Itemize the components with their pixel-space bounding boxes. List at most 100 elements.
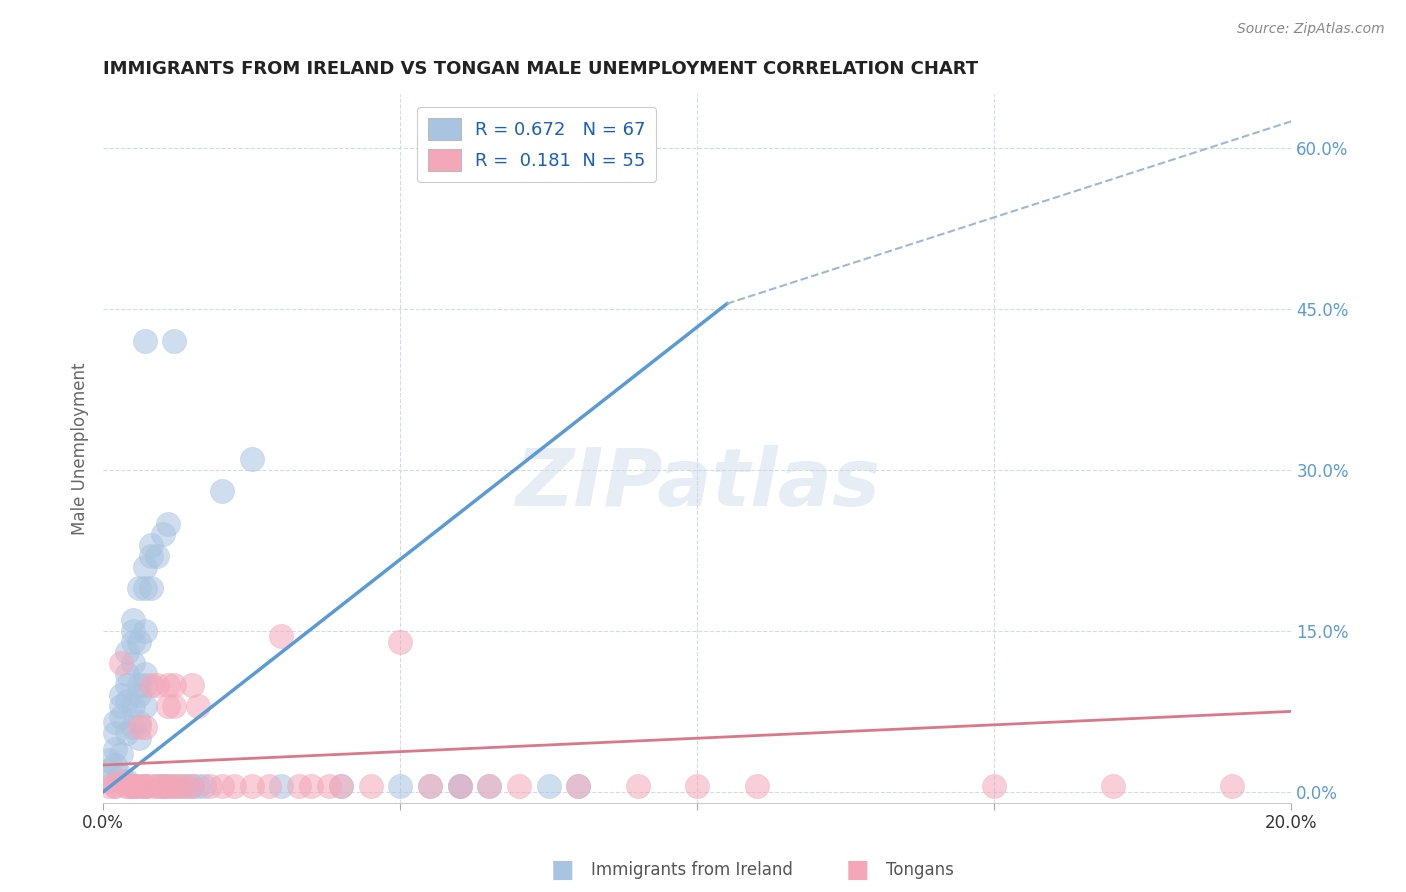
Point <box>134 721 156 735</box>
Point <box>134 666 156 681</box>
Point <box>1220 780 1243 794</box>
Point <box>318 780 340 794</box>
Point <box>478 780 501 794</box>
Text: ■: ■ <box>846 858 869 881</box>
Point <box>152 780 174 794</box>
Point <box>181 677 204 691</box>
Point <box>360 780 382 794</box>
Point <box>128 677 150 691</box>
Point <box>115 774 138 789</box>
Point <box>110 688 132 702</box>
Point <box>104 780 127 794</box>
Point <box>134 624 156 638</box>
Point <box>157 677 180 691</box>
Point <box>193 780 215 794</box>
Point <box>115 780 138 794</box>
Point <box>134 677 156 691</box>
Point <box>121 624 143 638</box>
Text: ZIPatlas: ZIPatlas <box>515 445 880 523</box>
Point <box>181 780 204 794</box>
Point <box>121 780 143 794</box>
Point <box>187 699 209 714</box>
Point <box>121 656 143 670</box>
Point <box>139 538 162 552</box>
Point <box>157 516 180 531</box>
Point <box>176 780 198 794</box>
Point <box>627 780 650 794</box>
Point <box>104 742 127 756</box>
Point <box>134 699 156 714</box>
Point <box>449 780 471 794</box>
Point <box>139 581 162 595</box>
Point <box>152 780 174 794</box>
Point <box>134 581 156 595</box>
Text: Immigrants from Ireland: Immigrants from Ireland <box>591 861 793 879</box>
Point <box>115 693 138 707</box>
Point <box>139 549 162 563</box>
Point <box>121 780 143 794</box>
Point <box>128 581 150 595</box>
Point <box>169 780 191 794</box>
Point <box>211 780 233 794</box>
Point <box>121 613 143 627</box>
Point <box>139 780 162 794</box>
Point <box>270 629 292 643</box>
Point <box>240 780 263 794</box>
Point <box>745 780 768 794</box>
Point <box>449 780 471 794</box>
Point <box>104 715 127 730</box>
Point <box>145 780 167 794</box>
Point <box>163 780 186 794</box>
Point <box>115 780 138 794</box>
Point <box>98 780 121 794</box>
Point <box>121 634 143 648</box>
Point <box>110 656 132 670</box>
Point <box>449 780 471 794</box>
Point <box>128 688 150 702</box>
Point <box>110 699 132 714</box>
Point <box>110 710 132 724</box>
Point <box>157 780 180 794</box>
Point <box>128 780 150 794</box>
Point <box>152 780 174 794</box>
Point <box>329 780 352 794</box>
Point <box>134 780 156 794</box>
Legend: R = 0.672   N = 67, R =  0.181  N = 55: R = 0.672 N = 67, R = 0.181 N = 55 <box>418 107 657 182</box>
Point <box>115 726 138 740</box>
Point <box>163 780 186 794</box>
Text: Tongans: Tongans <box>886 861 953 879</box>
Point <box>157 699 180 714</box>
Point <box>222 780 245 794</box>
Point <box>169 780 191 794</box>
Text: Source: ZipAtlas.com: Source: ZipAtlas.com <box>1237 22 1385 37</box>
Point <box>139 677 162 691</box>
Point <box>419 780 441 794</box>
Point <box>98 764 121 778</box>
Point <box>134 559 156 574</box>
Point <box>134 334 156 349</box>
Point <box>163 699 186 714</box>
Point <box>145 677 167 691</box>
Point <box>104 758 127 772</box>
Point <box>198 780 221 794</box>
Point <box>121 699 143 714</box>
Point <box>128 721 150 735</box>
Point <box>329 780 352 794</box>
Point <box>110 774 132 789</box>
Point <box>686 780 709 794</box>
Point <box>110 769 132 783</box>
Point <box>152 527 174 541</box>
Point <box>104 726 127 740</box>
Point <box>128 731 150 746</box>
Point <box>128 715 150 730</box>
Point <box>145 549 167 563</box>
Point <box>98 753 121 767</box>
Point <box>121 780 143 794</box>
Point <box>98 774 121 789</box>
Point <box>389 634 412 648</box>
Point <box>121 721 143 735</box>
Point <box>537 780 560 794</box>
Point <box>145 780 167 794</box>
Point <box>121 780 143 794</box>
Point <box>567 780 589 794</box>
